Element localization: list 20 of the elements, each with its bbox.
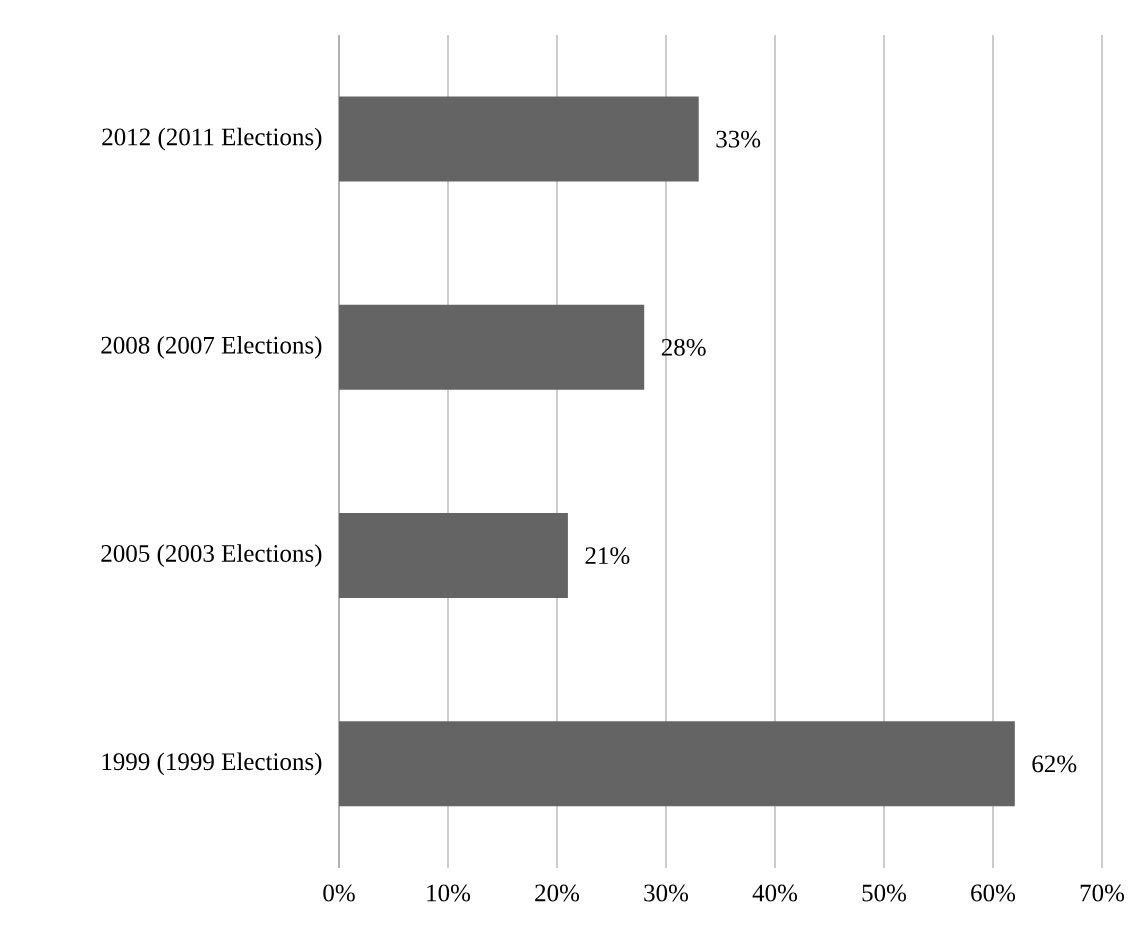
data-label: 21% [585,547,630,565]
x-tick-label: 10% [427,884,471,902]
x-tick-label: 70% [1080,884,1125,902]
bar [339,721,1015,807]
x-tick-label: 50% [862,884,907,902]
bar [339,304,645,390]
data-label: 62% [1032,755,1077,773]
x-tick-label: 20% [535,884,580,902]
y-tick-label: 2005 (2003 Elections) [101,544,322,567]
x-tick-label: 30% [644,884,689,902]
y-tick-label: 2008 (2007 Elections) [101,336,322,359]
x-tick-label: 60% [971,884,1016,902]
x-tick-label: 0% [323,884,355,902]
data-label: 33% [716,130,761,148]
y-tick-label: 1999 (1999 Elections) [102,752,322,776]
bar [339,96,699,182]
x-tick-label: 40% [752,884,798,902]
y-tick-label: 2012 (2011 Elections) [102,127,322,151]
bar [339,513,568,599]
data-label: 28% [661,338,706,356]
